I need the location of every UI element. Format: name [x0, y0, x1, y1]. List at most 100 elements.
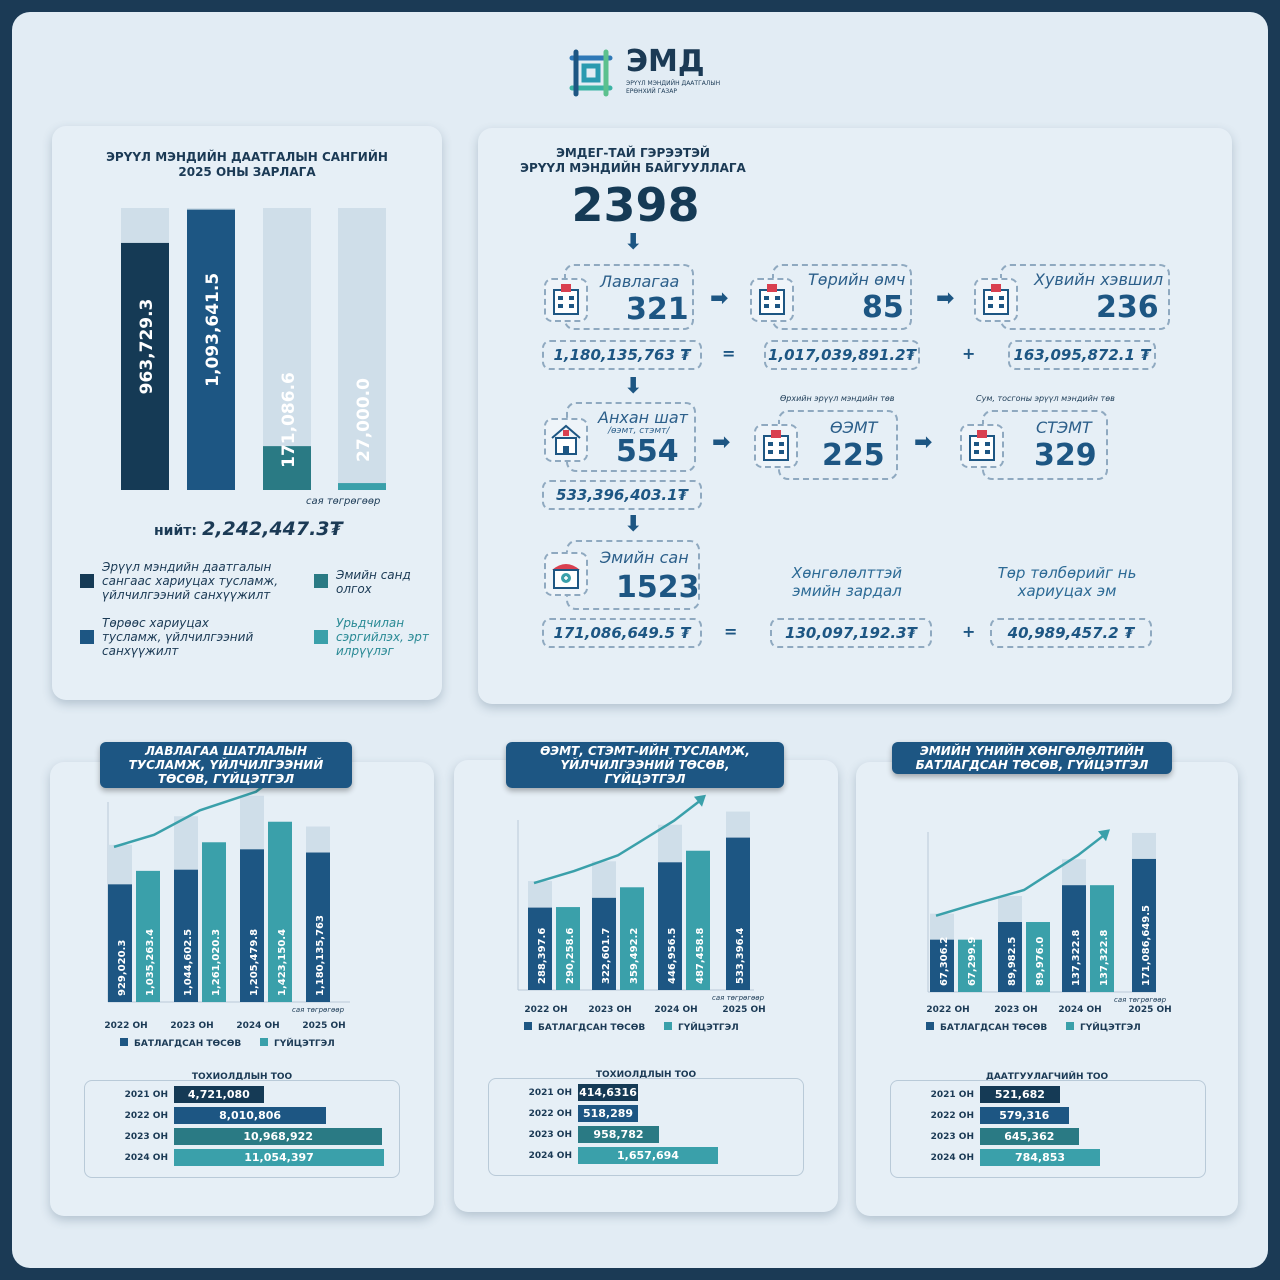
- bar-background: [108, 844, 132, 885]
- budget-bar-label: 1,044,602.5: [183, 929, 194, 996]
- table-bar: 645,362: [980, 1128, 1079, 1145]
- unit-label: сая төгрөгөөр: [712, 994, 765, 1002]
- legend-budget-label: БАТЛАГДСАН ТӨСӨВ: [940, 1023, 1047, 1033]
- table-bar: 8,010,806: [174, 1107, 327, 1124]
- budget-bar-label: 929,020.3: [117, 940, 128, 996]
- table-year: 2021 ОН: [930, 1090, 974, 1100]
- expenses-title-2: 2025 ОНЫ ЗАРЛАГА: [178, 165, 316, 179]
- budget-bar-label: 89,982.5: [1007, 937, 1018, 986]
- logo: ЭМД ЭРҮҮЛ МЭНДИЙН ДААТГАЛЫН ЕРӨНХИЙ ГАЗА…: [560, 42, 720, 104]
- legend-swatch-1: [80, 574, 94, 588]
- table-bar: 518,289: [578, 1105, 638, 1122]
- trend-arrow-icon: [694, 794, 706, 807]
- legend-budget-swatch: [120, 1038, 128, 1046]
- network-title-1: ЭМДЕГ-ТАЙ ГЭРЭЭТЭЙ: [556, 146, 710, 160]
- table-bar: 784,853: [980, 1149, 1100, 1166]
- oemt-num: 225: [822, 438, 885, 473]
- year-label: 2025 ОН: [302, 1021, 345, 1031]
- legend-swatch-2: [314, 574, 328, 588]
- logo-sub2: ЕРӨНХИЙ ГАЗАР: [626, 88, 677, 95]
- execution-bar: [958, 939, 982, 992]
- bar-background: [726, 811, 750, 838]
- panel-emiin: 67,306.2 67,299.9 2022 ОН 89,982.5 89,976.0 2…: [856, 762, 1238, 1216]
- execution-bar: [556, 907, 580, 990]
- right-arrow-2: ➡: [936, 286, 955, 311]
- execution-bar: [620, 887, 644, 990]
- bar-background: [998, 896, 1022, 923]
- expense-bar-label: 1,093,641.5: [203, 273, 223, 387]
- year-label: 2023 ОН: [588, 1005, 631, 1015]
- network-total: 2398: [571, 178, 700, 232]
- budget-bar-label: 1,205,479.8: [249, 929, 260, 996]
- table-frame: [890, 1080, 1206, 1178]
- execution-bar: [268, 821, 292, 1002]
- stemt-label: СТЭМТ: [1036, 418, 1092, 437]
- stemt-caption: Сум, тосгоны эрүүл мэндийн төв: [976, 394, 1115, 403]
- clinic-icon: [544, 418, 588, 462]
- ankhan-label: Анхан шат: [598, 408, 688, 427]
- logo-name: ЭМД: [626, 44, 705, 79]
- legend-budget-swatch: [926, 1022, 934, 1030]
- hospital-icon: [754, 424, 798, 468]
- down-arrow-1: ⬇: [624, 230, 643, 255]
- legend-execution-label: ГҮЙЦЭТГЭЛ: [1080, 1021, 1141, 1033]
- hospital-icon: [974, 278, 1018, 322]
- budget-bar: [998, 922, 1022, 992]
- execution-bar: [202, 842, 226, 1002]
- right-arrow-3: ➡: [712, 430, 731, 455]
- bar-background: [174, 816, 198, 870]
- execution-bar-label: 487,458.8: [695, 928, 706, 984]
- legend-text-4: Урьдчилан сэргийлэх, эрт илрүүлэг: [336, 616, 429, 658]
- khuviin-num: 236: [1096, 290, 1159, 325]
- bar-background: [240, 795, 264, 850]
- bar-background: [658, 824, 682, 863]
- table-year: 2022 ОН: [528, 1109, 572, 1119]
- table-title: ТОХИОЛДЛЫН ТОО: [595, 1070, 697, 1080]
- panel-lavlagaa: 929,020.3 1,035,263.4 2022 ОН 1,044,602.5 1,…: [50, 762, 434, 1216]
- logo-sub1: ЭРҮҮЛ МЭНДИЙН ДААТГАЛЫН: [626, 80, 721, 87]
- budget-bar: [726, 837, 750, 990]
- network-card: ЭМДЕГ-ТАЙ ГЭРЭЭТЭЙ ЭРҮҮЛ МЭНДИЙН БАЙГУУЛ…: [478, 128, 1232, 704]
- oemt-label: ӨЭМТ: [830, 418, 878, 437]
- expenses-total-label: нийт:: [154, 523, 198, 539]
- expenses-card: ЭРҮҮЛ МЭНДИЙН ДААТГАЛЫН САНГИЙН 2025 ОНЫ…: [52, 126, 442, 700]
- table-year: 2021 ОН: [528, 1088, 572, 1098]
- lavlagaa-num: 321: [626, 292, 689, 327]
- emiin-panel-title: ЭМИЙН ҮНИЙН ХӨНГӨЛӨЛТИЙН БАТЛАГДСАН ТӨСӨ…: [892, 742, 1172, 774]
- expense-bar-label: 27,000.0: [354, 378, 374, 462]
- ankhan-sub: /өэмт, стэмт/: [608, 426, 670, 436]
- legend-execution-label: ГҮЙЦЭТГЭЛ: [274, 1037, 335, 1049]
- legend-budget-label: БАТЛАГДСАН ТӨСӨВ: [538, 1023, 645, 1033]
- budget-bar-label: 1,180,135,763: [315, 915, 326, 996]
- pharmacy-icon: [544, 552, 588, 596]
- lavlagaa-panel-title: ЛАВЛАГАА ШАТЛАЛЫН ТУСЛАМЖ, ҮЙЛЧИЛГЭЭНИЙ …: [100, 742, 352, 788]
- year-label: 2024 ОН: [654, 1005, 697, 1015]
- budget-bar-label: 288,397.6: [537, 928, 548, 984]
- table-bar: 10,968,922: [174, 1128, 383, 1145]
- year-label: 2025 ОН: [1128, 1005, 1171, 1015]
- year-label: 2022 ОН: [104, 1021, 147, 1031]
- network-title-2: ЭРҮҮЛ МЭНДИЙН БАЙГУУЛЛАГА: [520, 161, 746, 175]
- table-year: 2023 ОН: [528, 1130, 572, 1140]
- budget-bar: [1062, 885, 1086, 992]
- legend-budget-label: БАТЛАГДСАН ТӨСӨВ: [134, 1039, 241, 1049]
- ankhan-num: 554: [616, 434, 679, 469]
- khuviin-label: Хувийн хэвшил: [1034, 270, 1164, 289]
- plus-sign-1: +: [962, 344, 976, 363]
- expense-bar-label: 963,729.3: [137, 299, 157, 395]
- amount-ankhan: 533,396,403.1₮: [542, 480, 702, 510]
- expenses-bar-chart: 963,729.3 1,093,641.5 171,086.6 27,000.0: [121, 208, 386, 491]
- amount-tor: 40,989,457.2 ₮: [990, 618, 1152, 648]
- equals-sign-1: =: [722, 344, 736, 363]
- year-label: 2023 ОН: [994, 1005, 1037, 1015]
- budget-bar-label: 533,396.4: [735, 928, 746, 984]
- bar-background: [930, 913, 954, 940]
- budget-bar: [592, 897, 616, 990]
- execution-bar-label: 1,035,263.4: [145, 929, 156, 996]
- bar-background: [592, 861, 616, 898]
- plus-sign-2: +: [962, 622, 976, 641]
- right-arrow-1: ➡: [710, 286, 729, 311]
- bar-background: [528, 881, 552, 908]
- equals-sign-2: =: [724, 622, 738, 641]
- stemt-num: 329: [1034, 438, 1097, 473]
